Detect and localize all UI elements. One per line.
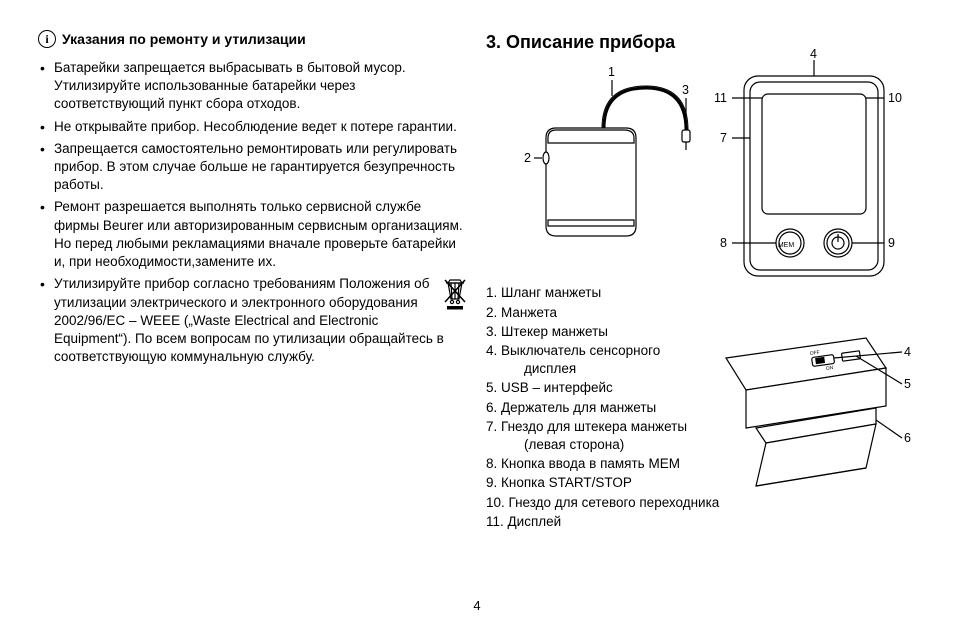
info-header: i Указания по ремонту и утилизации xyxy=(38,30,468,49)
callout-3: 3 xyxy=(682,82,689,99)
device-front-diagram: MEM 1 2 3 4 11 7 8 10 9 xyxy=(486,58,926,278)
callout-10: 10 xyxy=(888,90,902,107)
on-label: ON xyxy=(825,365,834,372)
legend-item: 1. Шланг манжеты xyxy=(486,284,736,302)
left-column: i Указания по ремонту и утилизации Батар… xyxy=(38,30,468,532)
mem-label: MEM xyxy=(778,242,795,249)
legend-item: 8. Кнопка ввода в память MEM xyxy=(486,455,736,473)
side-callout-4: 4 xyxy=(904,344,911,361)
bullet-text: Утилизируйте прибор согласно требованиям… xyxy=(54,276,444,364)
section-title: 3. Описание прибора xyxy=(486,30,926,54)
side-callout-5: 5 xyxy=(904,376,911,393)
legend-item: 11. Дисплей xyxy=(486,513,736,531)
legend-item: 10. Гнездо для сетевого переходника xyxy=(486,494,736,512)
info-icon: i xyxy=(38,30,56,48)
callout-9: 9 xyxy=(888,235,895,252)
page-number: 4 xyxy=(473,598,480,613)
info-title: Указания по ремонту и утилизации xyxy=(62,30,306,49)
bullet-item: Не открывайте прибор. Несоблюдение ведет… xyxy=(40,118,468,136)
bullet-item: Ремонт разрешается выполнять только серв… xyxy=(40,198,468,271)
legend-item: 7. Гнездо для штекера манжеты(левая стор… xyxy=(486,418,736,454)
right-column: 3. Описание прибора xyxy=(486,30,926,532)
bullet-item: Утилизируйте прибор согласно требованиям… xyxy=(40,275,468,366)
legend-item: 9. Кнопка START/STOP xyxy=(486,474,736,492)
callout-2: 2 xyxy=(524,150,531,167)
bullet-item: Батарейки запрещается выбрасывать в быто… xyxy=(40,59,468,114)
callout-4: 4 xyxy=(810,46,817,63)
callout-11: 11 xyxy=(714,90,727,107)
legend-item: 6. Держатель для манжеты xyxy=(486,399,736,417)
legend-item: 3. Штекер манжеты xyxy=(486,323,736,341)
parts-legend: 1. Шланг манжеты 2. Манжета 3. Штекер ма… xyxy=(486,284,736,531)
bullet-item: Запрещается самостоятельно ремонтировать… xyxy=(40,140,468,195)
legend-item: 2. Манжета xyxy=(486,304,736,322)
repair-disposal-list: Батарейки запрещается выбрасывать в быто… xyxy=(38,59,468,367)
legend-item: 4. Выключатель сенсорногодисплея xyxy=(486,342,736,378)
legend-item: 5. USB – интерфейс xyxy=(486,379,736,397)
callout-1: 1 xyxy=(608,64,615,81)
device-side-diagram: OFF ON 4 5 6 xyxy=(716,328,916,498)
side-callout-6: 6 xyxy=(904,430,911,447)
weee-icon xyxy=(442,277,468,316)
callout-8: 8 xyxy=(720,235,727,252)
callout-7: 7 xyxy=(720,130,727,147)
